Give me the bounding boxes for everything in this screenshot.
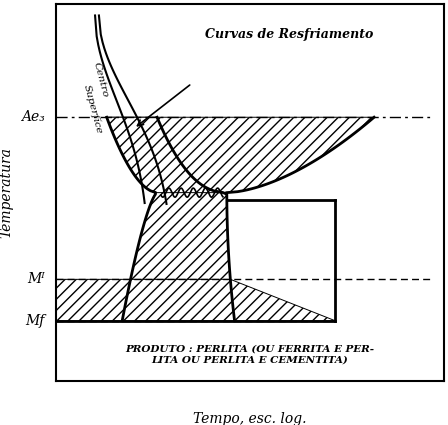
Text: PRODUTO : PERLITA (OU FERRITA E PER-
LITA OU PERLITA E CEMENTITA): PRODUTO : PERLITA (OU FERRITA E PER- LIT…	[125, 345, 375, 364]
Text: Mᴵ: Mᴵ	[27, 272, 45, 286]
Polygon shape	[56, 279, 335, 321]
Text: Ae₃: Ae₃	[21, 110, 45, 124]
Text: Tempo, esc. log.: Tempo, esc. log.	[194, 412, 307, 425]
Text: Temperatura: Temperatura	[0, 147, 13, 238]
Text: Curvas de Resfriamento: Curvas de Resfriamento	[205, 28, 373, 41]
Text: Mf: Mf	[25, 314, 45, 328]
Text: Centro: Centro	[92, 61, 110, 98]
Polygon shape	[107, 117, 374, 193]
Text: Superfíce: Superfíce	[82, 84, 104, 136]
Polygon shape	[107, 117, 235, 321]
